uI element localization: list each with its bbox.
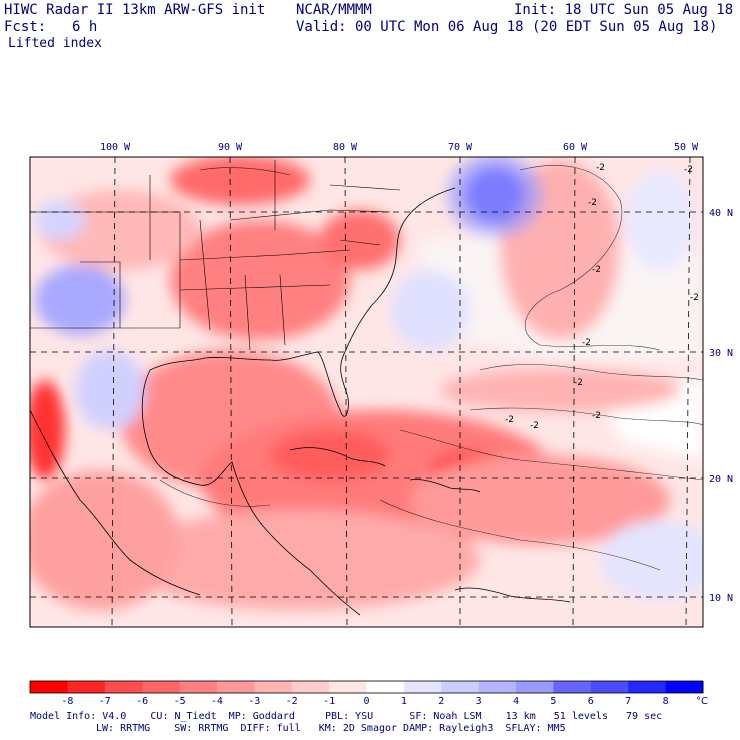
lat-label-10n: 10 N bbox=[709, 593, 733, 604]
colorbar-tick-label: -6 bbox=[136, 696, 149, 707]
colorbar-tick-label: 0 bbox=[363, 696, 370, 707]
colorbar-swatch bbox=[590, 681, 629, 693]
colorbar-tick-label: 5 bbox=[550, 696, 557, 707]
colorbar-tick-label: 3 bbox=[475, 696, 482, 707]
contour-label: -2 bbox=[690, 293, 699, 303]
field-shading bbox=[30, 157, 703, 627]
model-info-line-2: LW: RRTMG SW: RRTMG DIFF: full KM: 2D Sm… bbox=[96, 723, 566, 734]
meridian-80w bbox=[344, 156, 348, 628]
colorbar-swatch bbox=[67, 681, 106, 693]
lat-label-20n: 20 N bbox=[709, 474, 733, 485]
map-frame bbox=[29, 156, 704, 628]
contour-label: -2 bbox=[592, 265, 601, 275]
lon-label-70w: 70 W bbox=[448, 142, 473, 153]
colorbar bbox=[29, 680, 704, 694]
colorbar-swatch bbox=[478, 681, 517, 693]
contour-label: -2 bbox=[530, 421, 539, 431]
colorbar-tick-label: 2 bbox=[438, 696, 445, 707]
colorbar-tick-label: -4 bbox=[210, 696, 223, 707]
colorbar-swatch bbox=[553, 681, 592, 693]
contour-label: -2 bbox=[582, 338, 591, 348]
colorbar-swatch bbox=[403, 681, 442, 693]
contour-label: -2 bbox=[596, 163, 605, 173]
colorbar-swatch bbox=[179, 681, 218, 693]
colorbar-swatch bbox=[104, 681, 143, 693]
colorbar-swatch bbox=[254, 681, 293, 693]
colorbar-unit: °C bbox=[696, 696, 708, 707]
forecast-label: Fcst: bbox=[4, 19, 47, 35]
colorbar-swatch bbox=[216, 681, 255, 693]
init-time: Init: 18 UTC Sun 05 Aug 18 bbox=[514, 2, 734, 18]
colorbar-tick-label: 6 bbox=[587, 696, 594, 707]
colorbar-swatch bbox=[291, 681, 330, 693]
colorbar-swatch bbox=[516, 681, 554, 693]
colorbar-swatch bbox=[628, 681, 667, 693]
forecast-hour: 6 h bbox=[72, 19, 98, 35]
meridian-50w bbox=[685, 156, 691, 628]
state-borders bbox=[30, 160, 401, 351]
lat-label-30n: 30 N bbox=[709, 348, 733, 359]
contour-label: -2 bbox=[592, 411, 601, 421]
lon-label-90w: 90 W bbox=[218, 142, 243, 153]
contour-label: -2 bbox=[505, 415, 514, 425]
contour-value-labels: -2 -2 -2 -2 -2 -2 -2 -2 -2 -2 bbox=[505, 163, 699, 431]
colorbar-tick-label: -5 bbox=[173, 696, 186, 707]
colorbar-swatch bbox=[665, 681, 704, 693]
meridian-90w bbox=[229, 156, 233, 628]
colorbar-tick-label: 1 bbox=[400, 696, 407, 707]
coastlines bbox=[30, 187, 571, 616]
valid-time: Valid: 00 UTC Mon 06 Aug 18 (20 EDT Sun … bbox=[296, 19, 718, 35]
colorbar-tick-label: 7 bbox=[625, 696, 632, 707]
colorbar-tick-label: -7 bbox=[98, 696, 111, 707]
model-info-line-1: Model Info: V4.0 CU: N_Tiedt MP: Goddard… bbox=[30, 711, 663, 722]
colorbar-tick-label: -1 bbox=[323, 696, 336, 707]
lon-label-50w: 50 W bbox=[674, 142, 699, 153]
colorbar-tick-label: -8 bbox=[61, 696, 74, 707]
source-label: NCAR/MMMM bbox=[296, 2, 372, 18]
field-name: Lifted index bbox=[8, 36, 102, 51]
lat-label-40n: 40 N bbox=[709, 208, 733, 219]
contour-label: -2 bbox=[684, 165, 693, 175]
colorbar-swatch bbox=[142, 681, 181, 693]
colorbar-tick-label: 8 bbox=[662, 696, 669, 707]
contour-label: -2 bbox=[588, 198, 597, 208]
colorbar-tick-label: -2 bbox=[285, 696, 298, 707]
colorbar-swatch bbox=[441, 681, 480, 693]
meridian-100w bbox=[111, 156, 116, 628]
colorbar-frame bbox=[29, 680, 704, 694]
colorbar-swatch bbox=[366, 681, 405, 693]
graticule bbox=[30, 156, 703, 628]
colorbar-swatch bbox=[329, 681, 367, 693]
colorbar-tick-label: -3 bbox=[248, 696, 261, 707]
lifted-index-contours bbox=[159, 165, 703, 571]
colorbar-swatch bbox=[30, 681, 68, 693]
colorbar-tick-label: 4 bbox=[513, 696, 520, 707]
contour-label: -2 bbox=[574, 378, 583, 388]
model-title: HIWC Radar II 13km ARW-GFS init bbox=[4, 2, 266, 18]
lon-label-80w: 80 W bbox=[333, 142, 358, 153]
lon-label-100w: 100 W bbox=[100, 142, 131, 153]
lon-label-60w: 60 W bbox=[563, 142, 588, 153]
meridian-60w bbox=[572, 156, 576, 628]
